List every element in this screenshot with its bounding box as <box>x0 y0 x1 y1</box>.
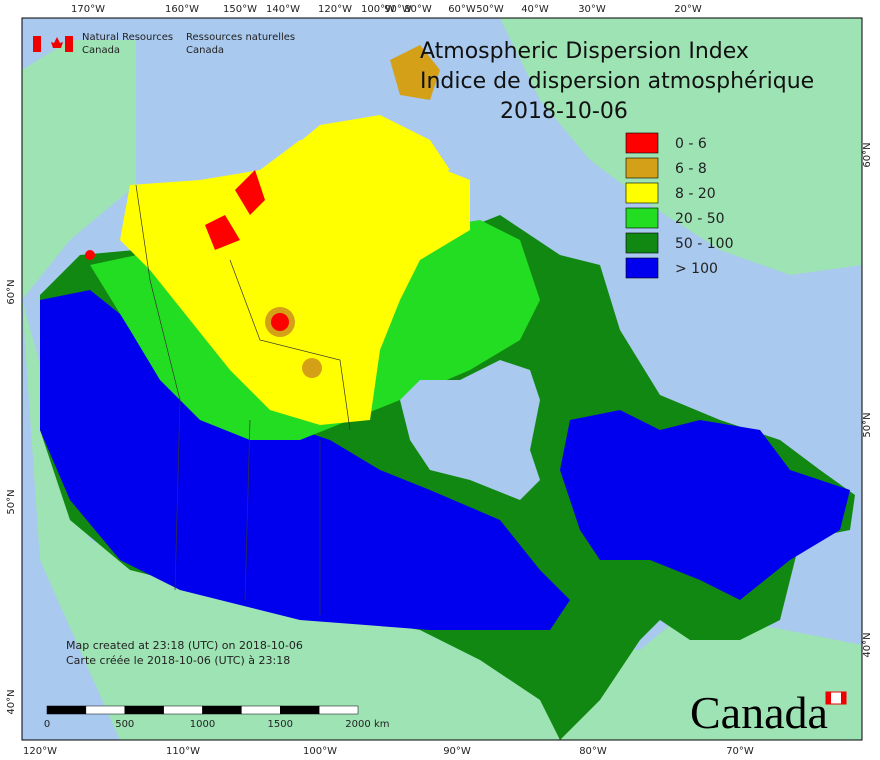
border <box>135 184 181 591</box>
lat-label: 50°N <box>862 412 873 437</box>
scale-unit: km <box>374 719 390 730</box>
legend-swatch <box>625 207 659 229</box>
wordmark-flag <box>841 692 846 704</box>
flag-leaf <box>51 37 63 48</box>
scale-label: 1500 <box>268 719 293 730</box>
lon-label: 50°W <box>476 4 504 15</box>
zone <box>235 170 265 215</box>
lon-label: 70°W <box>726 746 754 757</box>
legend-swatch <box>625 182 659 204</box>
zone <box>290 115 450 185</box>
legend-swatch <box>625 257 659 279</box>
graticule: 170°W 160°W 150°W 140°W 120°W 100°W90°W80°W 60… <box>6 4 873 757</box>
agency-fr: Canada <box>186 45 224 56</box>
lon-label: 120°W <box>318 4 352 15</box>
title: Indice de dispersion atmosphérique <box>420 69 814 94</box>
legend-swatch <box>625 157 659 179</box>
border <box>244 419 251 601</box>
lon-label: 110°W <box>166 746 200 757</box>
agency-en: Canada <box>82 45 120 56</box>
hudson-bay <box>400 360 540 500</box>
flag-bar <box>65 36 73 52</box>
lon-label: 20°W <box>674 4 702 15</box>
zone <box>271 313 289 331</box>
legend-label: 20 - 50 <box>675 211 725 227</box>
lon-label: 90°W <box>384 4 412 15</box>
legend-label: 8 - 20 <box>675 186 716 202</box>
agency-en: Natural Resources <box>82 32 173 43</box>
agency-fr: Ressources naturelles <box>186 32 295 43</box>
zone <box>302 358 322 378</box>
lat-label: 40°N <box>862 632 873 657</box>
lon-label: 160°W <box>165 4 199 15</box>
lon-label: 170°W <box>71 4 105 15</box>
scale-segment <box>124 705 164 715</box>
greenland <box>500 18 862 275</box>
scale-segment <box>318 705 359 715</box>
scale-bar: 0 500 1000 1500 2000 km <box>44 705 390 730</box>
alaska <box>22 40 136 300</box>
zone <box>560 410 850 600</box>
scale-label: 1000 <box>190 719 215 730</box>
legend-label: 6 - 8 <box>675 161 707 177</box>
zone <box>205 215 240 250</box>
lon-label: 100°W <box>361 4 395 15</box>
note: Map created at 23:18 (UTC) on 2018-10-06 <box>66 639 303 652</box>
lat-label: 60°N <box>862 142 873 167</box>
scale-segment <box>202 705 242 715</box>
lon-label: 30°W <box>578 4 606 15</box>
lat-label: 40°N <box>6 689 17 714</box>
scale-segment <box>85 705 125 715</box>
flag-bar <box>33 36 41 52</box>
lon-label: 60°W <box>448 4 476 15</box>
scale-segment <box>241 705 281 715</box>
lon-label: 140°W <box>266 4 300 15</box>
canada <box>40 45 855 740</box>
zone <box>85 250 95 260</box>
lon-label: 90°W <box>443 746 471 757</box>
lon-label: 40°W <box>521 4 549 15</box>
lat-label: 60°N <box>6 279 17 304</box>
lon-label: 80°W <box>579 746 607 757</box>
legend: 0 - 6 6 - 8 8 - 20 20 - 50 50 - 100 > 100 <box>625 132 734 279</box>
lon-label: 150°W <box>223 4 257 15</box>
wordmark-flag <box>826 692 831 704</box>
legend-label: 0 - 6 <box>675 136 707 152</box>
border <box>229 259 351 431</box>
scale-label: 2000 <box>345 719 370 730</box>
legend-swatch <box>625 132 659 154</box>
lon-label: 100°W <box>303 746 337 757</box>
lon-label: 80°W <box>404 4 432 15</box>
legend-label: 50 - 100 <box>675 236 734 252</box>
legend-label: > 100 <box>675 261 718 277</box>
borders <box>135 184 351 615</box>
wordmark: Canada <box>690 687 828 738</box>
lon-label: 120°W <box>23 746 57 757</box>
date: 2018-10-06 <box>500 99 628 124</box>
map-frame <box>21 17 863 741</box>
usa <box>22 300 862 740</box>
lat-label: 50°N <box>6 489 17 514</box>
zone <box>120 140 470 425</box>
note: Carte créée le 2018-10-06 (UTC) à 23:18 <box>66 654 290 667</box>
scale-segment <box>46 705 87 715</box>
scale-label: 500 <box>115 719 134 730</box>
scale-segment <box>163 705 203 715</box>
zone <box>390 45 440 100</box>
title: Atmospheric Dispersion Index <box>420 39 749 64</box>
legend-swatch <box>625 232 659 254</box>
scale-label: 0 <box>44 719 50 730</box>
scale-segment <box>280 705 320 715</box>
